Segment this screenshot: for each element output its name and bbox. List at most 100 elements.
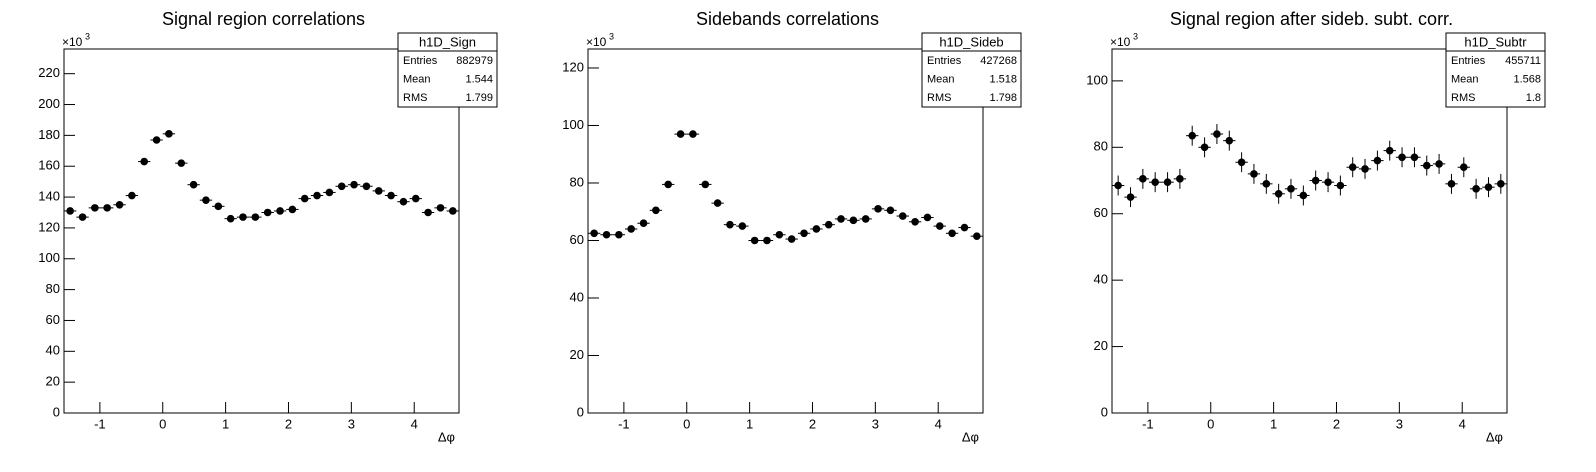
stats-value: 882979 [456, 55, 493, 67]
y-multiplier: ×10 [1110, 35, 1131, 49]
marker [449, 207, 457, 215]
x-tick-label: 0 [1207, 416, 1214, 431]
marker [960, 223, 969, 232]
y-tick-label: 0 [53, 404, 60, 419]
marker [1410, 153, 1419, 162]
panel: Signal region correlations02040608010012… [38, 9, 498, 444]
marker [911, 217, 919, 226]
stats-value: 1.798 [989, 92, 1017, 104]
panel: Signal region after sideb. subt. corr. 0 2… [1086, 9, 1546, 444]
marker [214, 202, 223, 211]
marker [1213, 130, 1221, 138]
y-tick-label: 40 [1094, 272, 1108, 287]
x-tick-label: 3 [348, 416, 355, 431]
y-tick-label: 220 [38, 65, 60, 80]
x-axis-label: Δφ [438, 429, 455, 444]
marker [886, 206, 895, 215]
x-tick-label: 1 [222, 416, 229, 431]
y-tick-label: 100 [1086, 72, 1108, 87]
marker [1188, 131, 1197, 140]
marker [424, 208, 432, 217]
marker [1348, 163, 1357, 172]
y-tick-label: 40 [46, 343, 60, 358]
y-tick-label: 100 [562, 117, 584, 132]
stats-key: Mean [403, 73, 431, 85]
x-tick-label: -1 [94, 416, 106, 431]
marker [350, 180, 358, 189]
marker [713, 199, 722, 207]
chart-title: Sidebands correlations [696, 9, 879, 29]
marker [140, 157, 149, 166]
marker [177, 159, 186, 167]
x-tick-label: 3 [872, 416, 879, 431]
marker [639, 219, 648, 228]
y-multiplier-exponent: 3 [609, 31, 614, 41]
marker [115, 200, 124, 209]
marker [1274, 190, 1283, 198]
x-tick-label: 1 [746, 416, 753, 431]
marker [1176, 175, 1184, 183]
marker [66, 207, 74, 215]
y-tick-label: 160 [38, 158, 60, 173]
x-tick-label: -1 [618, 416, 630, 431]
y-tick-label: 60 [1094, 205, 1108, 220]
y-multiplier-exponent: 3 [85, 31, 90, 41]
marker [750, 236, 759, 245]
marker [1299, 191, 1308, 200]
x-tick-label: 4 [1459, 416, 1466, 431]
stats-box [397, 32, 498, 108]
marker [1200, 143, 1209, 152]
chart-title: Signal region correlations [162, 9, 365, 29]
marker [1385, 146, 1394, 155]
marker [948, 229, 956, 238]
marker [590, 229, 598, 238]
marker [91, 204, 99, 212]
y-tick-label: 20 [46, 374, 60, 389]
marker [300, 194, 309, 203]
marker [1114, 181, 1122, 190]
y-tick-label: 80 [1094, 139, 1108, 154]
y-tick-label: 20 [570, 347, 584, 362]
x-tick-label: 2 [285, 416, 292, 431]
y-multiplier: ×10 [586, 35, 607, 49]
stats-value: 1.518 [989, 73, 1017, 85]
marker [1163, 178, 1172, 186]
y-tick-label: 120 [38, 219, 60, 234]
marker [602, 230, 611, 239]
y-tick-label: 200 [38, 96, 60, 111]
marker [374, 187, 383, 195]
marker [1435, 160, 1443, 168]
marker [226, 214, 235, 223]
x-tick-label: 0 [683, 416, 690, 431]
x-tick-label: 4 [411, 416, 418, 431]
stats-key: Mean [1451, 73, 1479, 85]
marker [1398, 153, 1406, 162]
marker [787, 235, 796, 243]
stats-key: Entries [403, 55, 438, 67]
marker [399, 197, 408, 206]
marker [1126, 193, 1135, 201]
marker [1472, 185, 1480, 193]
x-tick-label: 2 [1333, 416, 1340, 431]
marker [1484, 183, 1493, 191]
frame [587, 48, 984, 414]
marker [152, 136, 161, 144]
marker [874, 205, 882, 213]
marker [664, 180, 673, 189]
marker [1459, 163, 1468, 172]
y-tick-label: 20 [1094, 338, 1108, 353]
marker [103, 204, 111, 212]
y-tick-label: 40 [570, 289, 584, 304]
x-tick-label: 0 [159, 416, 166, 431]
stats-key: Entries [1451, 55, 1486, 67]
y-tick-label: 0 [577, 404, 584, 419]
y-tick-label: 60 [570, 232, 584, 247]
marker [202, 196, 210, 204]
marker [78, 213, 87, 221]
marker [1447, 180, 1456, 188]
marker [1250, 170, 1258, 178]
x-tick-label: -1 [1142, 416, 1154, 431]
frame [1111, 48, 1508, 414]
marker [615, 230, 623, 239]
